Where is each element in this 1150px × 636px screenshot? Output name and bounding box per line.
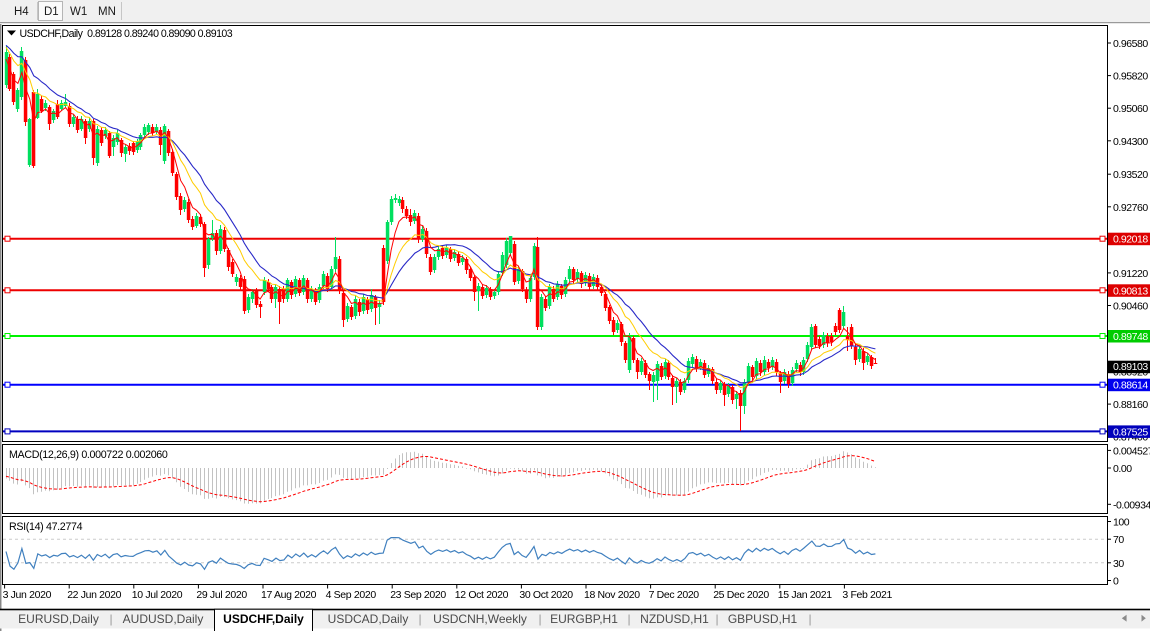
svg-text:EURGBP,H1: EURGBP,H1	[550, 612, 618, 626]
svg-text:0.92760: 0.92760	[1113, 202, 1148, 214]
svg-text:3 Feb 2021: 3 Feb 2021	[842, 589, 892, 601]
svg-text:22 Jun 2020: 22 Jun 2020	[67, 589, 121, 601]
svg-text:MACD(12,26,9) 0.000722 0.00206: MACD(12,26,9) 0.000722 0.002060	[9, 449, 168, 461]
svg-text:0.91220: 0.91220	[1113, 268, 1148, 280]
svg-text:NZDUSD,H1: NZDUSD,H1	[640, 612, 709, 626]
svg-text:|: |	[715, 612, 718, 626]
svg-text:0.90813: 0.90813	[1113, 285, 1148, 297]
svg-text:0.90460: 0.90460	[1113, 301, 1148, 313]
svg-text:GBPUSD,H1: GBPUSD,H1	[728, 612, 798, 626]
svg-text:USDCAD,Daily: USDCAD,Daily	[328, 612, 409, 626]
svg-text:|: |	[109, 612, 112, 626]
svg-text:3 Jun 2020: 3 Jun 2020	[3, 589, 52, 601]
svg-text:25 Dec 2020: 25 Dec 2020	[713, 589, 769, 601]
svg-text:17 Aug 2020: 17 Aug 2020	[261, 589, 317, 601]
svg-text:RSI(14) 47.2774: RSI(14) 47.2774	[9, 521, 83, 533]
svg-text:|: |	[808, 612, 811, 626]
svg-text:0.004527: 0.004527	[1113, 445, 1150, 457]
svg-text:D1: D1	[44, 6, 59, 18]
svg-text:USDCHF,Daily: USDCHF,Daily	[223, 612, 304, 626]
svg-text:0.87525: 0.87525	[1113, 426, 1148, 438]
svg-text:0.93520: 0.93520	[1113, 169, 1148, 181]
svg-text:|: |	[538, 612, 541, 626]
svg-text:15 Jan 2021: 15 Jan 2021	[778, 589, 832, 601]
svg-text:18 Nov 2020: 18 Nov 2020	[584, 589, 640, 601]
svg-text:7 Dec 2020: 7 Dec 2020	[649, 589, 700, 601]
svg-text:|: |	[627, 612, 630, 626]
svg-text:0.89748: 0.89748	[1113, 331, 1148, 343]
svg-text:0.94300: 0.94300	[1113, 136, 1148, 148]
svg-text:30: 30	[1113, 558, 1124, 570]
svg-text:USDCHF,Daily 0.89128 0.89240: USDCHF,Daily 0.89128 0.89240 0.89090 0.8…	[20, 28, 233, 40]
svg-text:EURUSD,Daily: EURUSD,Daily	[18, 612, 99, 626]
svg-text:100: 100	[1113, 517, 1130, 529]
svg-text:12 Oct 2020: 12 Oct 2020	[455, 589, 509, 601]
svg-text:0.96580: 0.96580	[1113, 38, 1148, 50]
svg-text:-0.009348: -0.009348	[1113, 499, 1150, 511]
svg-text:30 Oct 2020: 30 Oct 2020	[519, 589, 573, 601]
svg-text:0.88614: 0.88614	[1113, 380, 1148, 392]
svg-text:29 Jul 2020: 29 Jul 2020	[196, 589, 247, 601]
svg-text:10 Jul 2020: 10 Jul 2020	[132, 589, 183, 601]
svg-text:23 Sep 2020: 23 Sep 2020	[390, 589, 446, 601]
svg-text:MN: MN	[98, 6, 116, 18]
svg-text:70: 70	[1113, 534, 1124, 546]
svg-text:H4: H4	[14, 6, 29, 18]
svg-text:AUDUSD,Daily: AUDUSD,Daily	[123, 612, 204, 626]
svg-text:0: 0	[1113, 576, 1119, 588]
svg-text:W1: W1	[70, 6, 87, 18]
svg-text:0.95060: 0.95060	[1113, 103, 1148, 115]
svg-text:USDCNH,Weekly: USDCNH,Weekly	[433, 612, 527, 626]
svg-text:0.89103: 0.89103	[1113, 361, 1148, 373]
svg-text:0.00: 0.00	[1113, 463, 1132, 475]
svg-text:|: |	[418, 612, 421, 626]
svg-text:0.88160: 0.88160	[1113, 399, 1148, 411]
svg-text:4 Sep 2020: 4 Sep 2020	[326, 589, 377, 601]
svg-text:0.95820: 0.95820	[1113, 71, 1148, 83]
svg-text:0.92018: 0.92018	[1113, 234, 1148, 246]
